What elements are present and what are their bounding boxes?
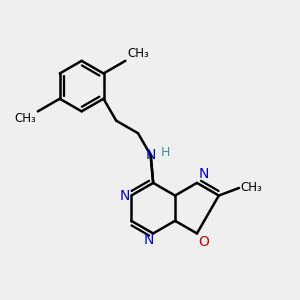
Text: N: N xyxy=(119,188,130,203)
Text: CH₃: CH₃ xyxy=(15,112,36,125)
Text: N: N xyxy=(198,167,209,182)
Text: O: O xyxy=(198,235,209,249)
Text: CH₃: CH₃ xyxy=(241,181,262,194)
Text: CH₃: CH₃ xyxy=(127,47,148,60)
Text: H: H xyxy=(161,146,170,159)
Text: N: N xyxy=(146,148,156,162)
Text: N: N xyxy=(143,233,154,248)
